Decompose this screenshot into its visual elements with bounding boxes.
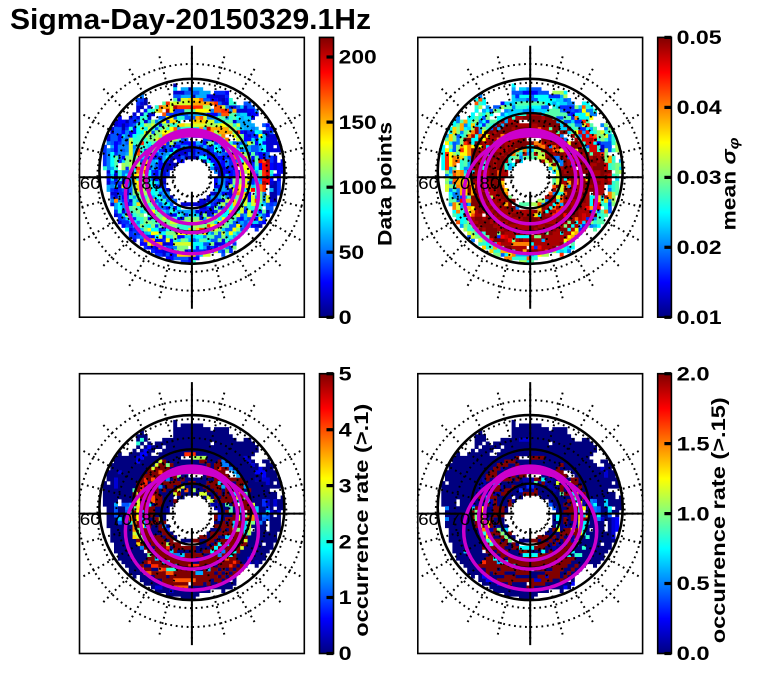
svg-text:60: 60 (80, 510, 101, 529)
svg-text:0.05: 0.05 (677, 28, 723, 49)
svg-text:80: 80 (141, 174, 162, 193)
svg-text:mean σφ: mean σφ (720, 137, 742, 230)
svg-text:200: 200 (339, 48, 377, 69)
svg-text:80: 80 (479, 174, 500, 193)
svg-text:150: 150 (339, 113, 377, 134)
svg-text:3: 3 (339, 476, 352, 497)
svg-text:occurrence rate (>.1): occurrence rate (>.1) (352, 404, 373, 637)
svg-text:0.03: 0.03 (677, 168, 722, 189)
svg-text:1: 1 (339, 588, 353, 609)
svg-text:Sigma-Day-20150329.1Hz: Sigma-Day-20150329.1Hz (10, 4, 371, 36)
svg-text:70: 70 (111, 174, 132, 193)
svg-text:60: 60 (418, 510, 439, 529)
svg-text:0.02: 0.02 (677, 238, 722, 259)
svg-text:1.0: 1.0 (677, 504, 710, 525)
svg-text:70: 70 (449, 174, 470, 193)
svg-text:4: 4 (339, 420, 353, 441)
svg-text:50: 50 (339, 243, 365, 264)
svg-text:0.04: 0.04 (677, 98, 723, 119)
svg-text:60: 60 (80, 174, 101, 193)
svg-text:0: 0 (339, 308, 352, 329)
svg-text:occurrence rate (>.15): occurrence rate (>.15) (709, 397, 730, 643)
svg-text:0.5: 0.5 (677, 574, 711, 595)
svg-text:0.0: 0.0 (677, 644, 710, 665)
svg-text:2: 2 (339, 532, 352, 553)
svg-text:0: 0 (339, 644, 352, 665)
svg-text:5: 5 (339, 364, 353, 385)
svg-text:1.5: 1.5 (677, 434, 711, 455)
svg-text:70: 70 (449, 510, 470, 529)
svg-text:100: 100 (339, 178, 377, 199)
svg-text:60: 60 (418, 174, 439, 193)
svg-text:80: 80 (479, 510, 500, 529)
svg-text:0.01: 0.01 (677, 308, 723, 329)
svg-text:Data points: Data points (376, 122, 397, 246)
svg-text:80: 80 (141, 510, 162, 529)
svg-text:2.0: 2.0 (677, 364, 710, 385)
svg-text:70: 70 (111, 510, 132, 529)
